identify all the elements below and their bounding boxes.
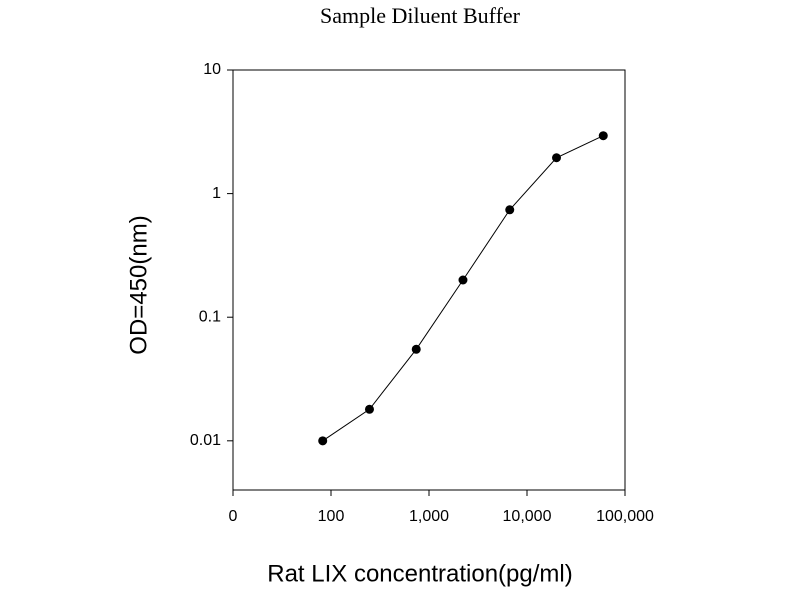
series-line [322,135,604,442]
x-axis-label: Rat LIX concentration(pg/ml) [267,560,572,587]
data-point [318,436,328,446]
x-tick-label: 100,000 [596,508,654,525]
data-point [364,404,374,414]
y-tick-label: 1 [212,185,221,202]
plot-frame [232,69,626,491]
y-axis-label: OD=450(nm) [125,215,152,354]
x-tick-label: 100 [318,508,345,525]
y-tick-label: 0.01 [190,432,221,449]
x-tick-label: 10,000 [503,508,552,525]
data-point [458,275,468,285]
data-point [552,153,562,163]
data-point [411,344,421,354]
x-tick-label: 1,000 [409,508,449,525]
y-tick-label: 10 [203,61,221,78]
data-point [598,131,608,141]
y-tick-label: 0.1 [199,308,221,325]
x-tick-label: 0 [229,508,238,525]
data-point [505,205,515,215]
chart-title: Sample Diluent Buffer [320,3,521,28]
